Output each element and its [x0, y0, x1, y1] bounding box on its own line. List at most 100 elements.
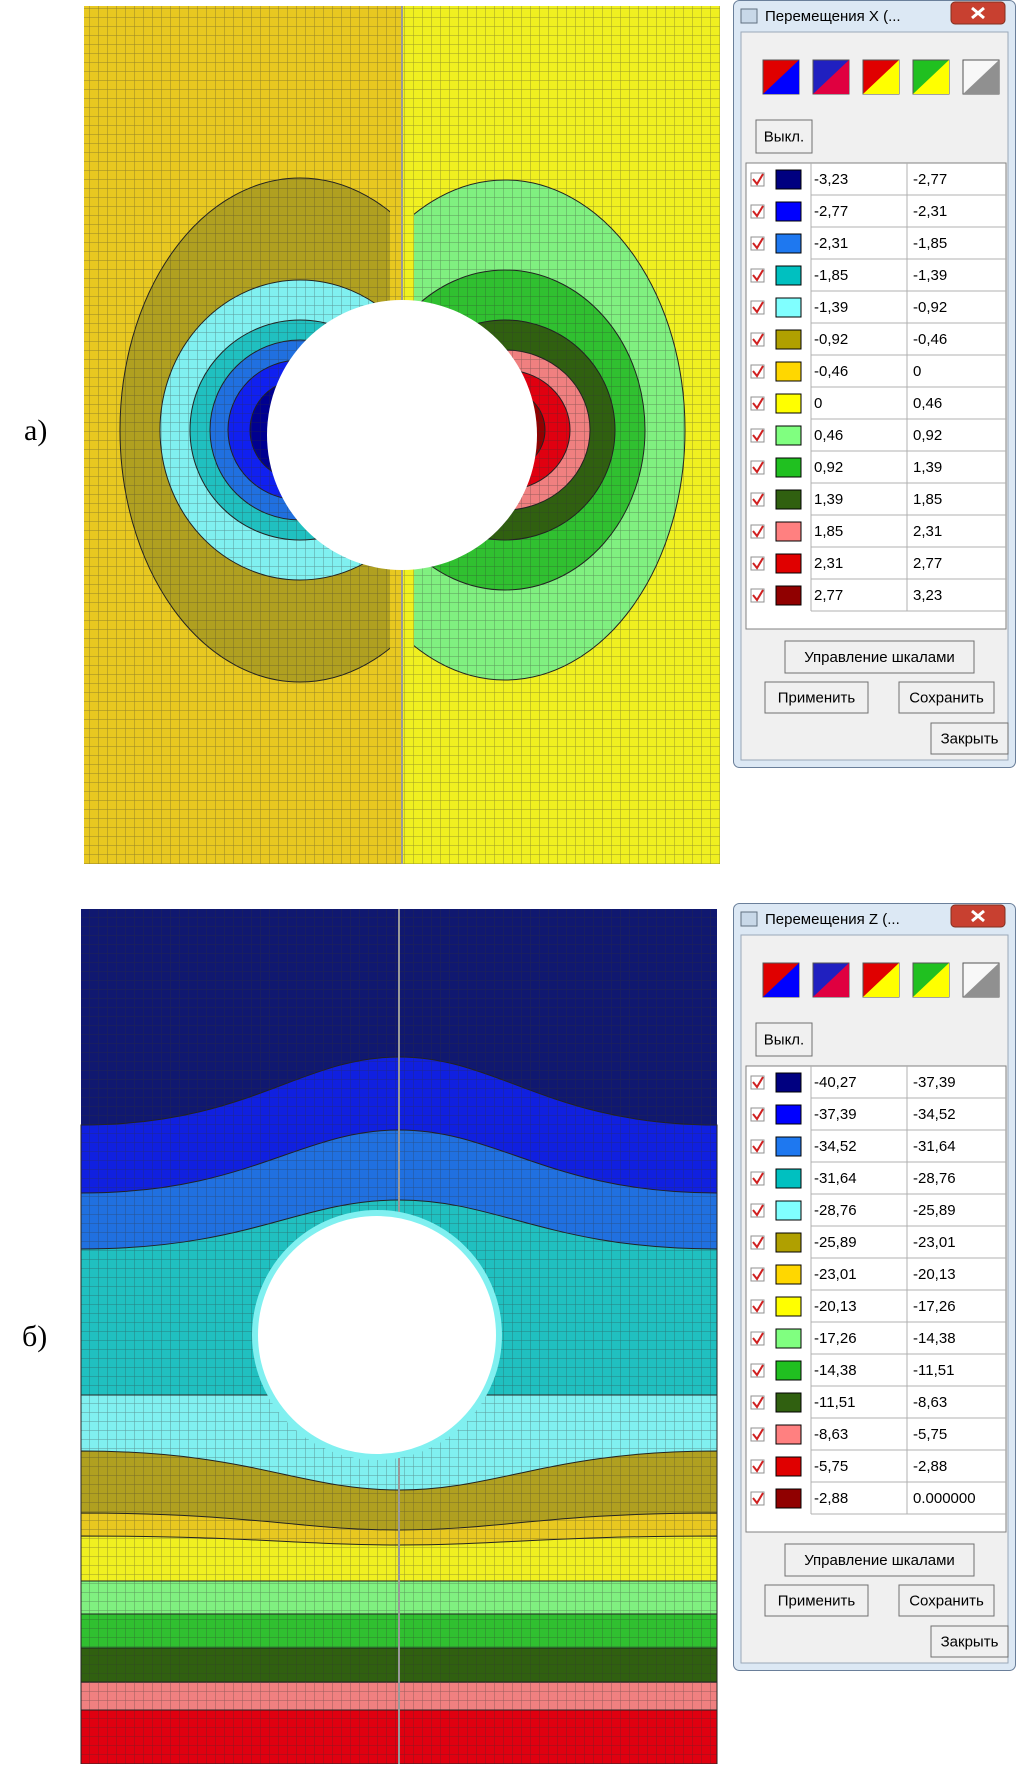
scales-button[interactable]: Управление шкалами: [784, 1543, 975, 1577]
button-label: Управление шкалами: [804, 649, 955, 666]
range-to: -5,75: [913, 1426, 947, 1443]
color-swatch: [775, 1456, 802, 1477]
range-to: 3,23: [913, 587, 942, 604]
color-swatch: [775, 201, 802, 222]
range-from: -11,51: [814, 1394, 855, 1411]
button-label: Управление шкалами: [804, 1552, 955, 1569]
color-swatch: [775, 1424, 802, 1445]
close-button[interactable]: [950, 904, 1006, 928]
scales-button[interactable]: Управление шкалами: [784, 640, 975, 674]
check-mark: [752, 1300, 764, 1313]
range-to: 0,46: [913, 395, 942, 412]
range-to: -11,51: [913, 1362, 954, 1379]
range-from: -37,39: [814, 1106, 857, 1123]
check-mark: [752, 397, 764, 410]
range-to: -1,85: [913, 235, 947, 252]
check-mark: [752, 205, 764, 218]
close-dialog-button[interactable]: Закрыть: [930, 722, 1009, 755]
color-swatch: [775, 1232, 802, 1253]
off-button[interactable]: Выкл.: [755, 119, 813, 154]
button-face: [755, 119, 813, 154]
color-swatch: [775, 553, 802, 574]
range-to: -2,88: [913, 1458, 947, 1475]
color-swatch: [775, 457, 802, 478]
range-from: -2,31: [814, 235, 848, 252]
range-to: 1,39: [913, 459, 942, 476]
range-to: -31,64: [913, 1138, 956, 1155]
range-from: -1,39: [814, 299, 848, 316]
color-swatch: [775, 265, 802, 286]
color-swatch: [775, 393, 802, 414]
range-from: 2,77: [814, 587, 843, 604]
range-from: 1,39: [814, 491, 843, 508]
legend-dialog: Перемещения Z (... Выкл. -40,27 -37,39 -37,3…: [733, 903, 1016, 1671]
check-mark: [752, 365, 764, 378]
color-swatch: [775, 169, 802, 190]
check-mark: [752, 429, 764, 442]
range-to: -17,26: [913, 1298, 956, 1315]
check-mark: [752, 1268, 764, 1281]
window-icon: [740, 8, 758, 24]
save-button[interactable]: Сохранить: [898, 1584, 995, 1617]
check-mark: [752, 237, 764, 250]
range-from: -3,23: [814, 171, 848, 188]
palette-icon-part: [813, 963, 849, 997]
range-to: 2,31: [913, 523, 942, 540]
apply-button[interactable]: Применить: [764, 1584, 869, 1617]
color-swatch: [775, 1360, 802, 1381]
save-button[interactable]: Сохранить: [898, 681, 995, 714]
range-from: -31,64: [814, 1170, 857, 1187]
palette-icon-part: [763, 60, 799, 94]
button-face: [898, 1584, 995, 1617]
color-swatch: [775, 521, 802, 542]
button-label: Сохранить: [909, 1592, 984, 1609]
close-glyph: [971, 909, 985, 923]
range-to: 0,92: [913, 427, 942, 444]
palette-icon-part: [963, 963, 999, 997]
close-button[interactable]: [950, 1, 1006, 25]
range-from: 0,92: [814, 459, 843, 476]
range-to: -2,31: [913, 203, 947, 220]
check-mark: [752, 301, 764, 314]
apply-button[interactable]: Применить: [764, 681, 869, 714]
range-to: -8,63: [913, 1394, 947, 1411]
color-swatch: [775, 361, 802, 382]
dialogs: Перемещения X (... Выкл. -3,23 -2,77 -2,77 -2…: [733, 0, 1016, 1671]
button-face: [784, 1543, 975, 1577]
range-from: -5,75: [814, 1458, 848, 1475]
color-swatch: [775, 1072, 802, 1093]
button-label: Выкл.: [764, 128, 804, 145]
range-from: 0: [814, 395, 822, 412]
off-button[interactable]: Выкл.: [755, 1022, 813, 1057]
range-to: -2,77: [913, 171, 947, 188]
button-label: Сохранить: [909, 689, 984, 706]
button-face: [784, 640, 975, 674]
color-swatch: [775, 425, 802, 446]
check-mark: [752, 589, 764, 602]
check-mark: [752, 333, 764, 346]
button-label: Закрыть: [941, 730, 999, 747]
range-to: -0,92: [913, 299, 947, 316]
palette-icon-part: [763, 963, 799, 997]
range-to: -20,13: [913, 1266, 956, 1283]
check-mark: [752, 1332, 764, 1345]
range-from: 2,31: [814, 555, 843, 572]
close-dialog-button[interactable]: Закрыть: [930, 1625, 1009, 1658]
range-from: -17,26: [814, 1330, 857, 1347]
color-swatch: [775, 1296, 802, 1317]
range-to: -14,38: [913, 1330, 956, 1347]
color-swatch: [775, 1104, 802, 1125]
check-mark: [752, 1396, 764, 1409]
check-mark: [752, 1204, 764, 1217]
contour-plot-x: [84, 6, 720, 864]
check-mark: [752, 1364, 764, 1377]
color-swatch: [775, 233, 802, 254]
range-from: -0,46: [814, 363, 848, 380]
color-swatch: [775, 585, 802, 606]
palette-icon-part: [913, 963, 949, 997]
range-from: -8,63: [814, 1426, 848, 1443]
button-face: [930, 722, 1009, 755]
check-mark: [752, 173, 764, 186]
contour-plot-z: [80, 909, 718, 1765]
